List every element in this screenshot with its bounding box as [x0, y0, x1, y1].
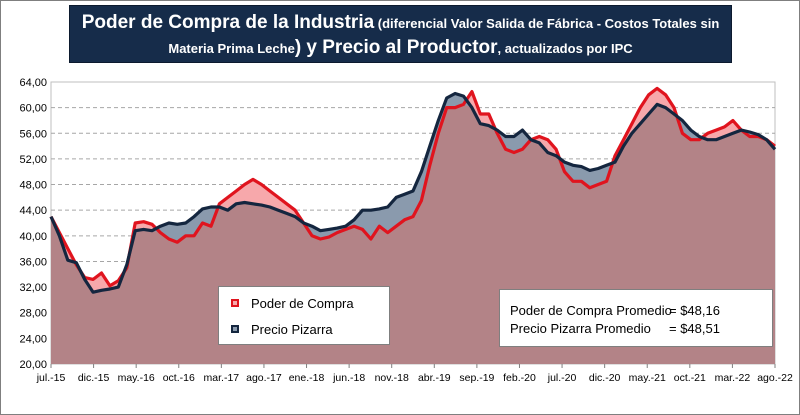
y-tick-label: 32,00 — [19, 282, 47, 294]
legend-swatch-poder — [231, 299, 239, 307]
x-tick-label: oct.-16 — [163, 372, 195, 384]
averages-box: Poder de Compra Promedio = $48,16 Precio… — [499, 289, 773, 347]
line-precio-pizarra — [49, 91, 777, 294]
x-tick-label: jul.-15 — [36, 372, 66, 384]
x-tick-label: abr.-19 — [418, 372, 451, 384]
x-tick-label: oct.-21 — [674, 372, 706, 384]
x-tick-label: nov.-18 — [375, 372, 409, 384]
x-tick-label: jun.-18 — [332, 372, 365, 384]
avg-poder-value: = $48,16 — [669, 303, 720, 318]
x-tick-label: mar.-17 — [204, 372, 240, 384]
x-tick-label: sep.-19 — [459, 372, 494, 384]
y-tick-label: 56,00 — [19, 128, 47, 140]
legend-item-pizarra: Precio Pizarra — [231, 320, 333, 338]
x-tick-label: ago.-17 — [246, 372, 282, 384]
series-lines — [49, 86, 777, 294]
avg-pizarra-label: Precio Pizarra Promedio — [510, 321, 651, 336]
x-tick-label: dic.-15 — [78, 372, 110, 384]
legend-item-poder: Poder de Compra — [231, 294, 354, 312]
title-line2-start: Materia Prima Leche — [168, 41, 295, 56]
legend-label-pizarra: Precio Pizarra — [251, 321, 333, 337]
y-tick-label: 28,00 — [19, 308, 47, 320]
x-tick-label: may.-16 — [118, 372, 155, 384]
title-line2-bold: ) y Precio al Productor — [294, 37, 498, 58]
legend: Poder de Compra Precio Pizarra — [218, 286, 390, 345]
title-paren-part: (diferencial Valor Salida de Fábrica - C… — [374, 16, 720, 31]
y-tick-label: 48,00 — [19, 180, 47, 192]
title-line2-rest: , actualizados por IPC — [497, 41, 633, 56]
y-tick-label: 44,00 — [19, 205, 47, 217]
legend-label-poder: Poder de Compra — [251, 295, 354, 311]
x-tick-label: may.-21 — [629, 372, 666, 384]
chart-title: Poder de Compra de la Industria (diferen… — [69, 5, 732, 63]
y-tick-label: 60,00 — [19, 103, 47, 115]
x-tick-label: mar.-22 — [715, 372, 751, 384]
title-bold-part: Poder de Compra de la Industria — [81, 12, 375, 33]
legend-swatch-pizarra — [231, 325, 239, 333]
line-poder-de-compra — [49, 86, 776, 288]
y-tick-label: 40,00 — [19, 231, 47, 243]
y-axis-ticks: 20,00 24,00 28,00 32,00 36,00 40,00 44,00 48,00… — [19, 77, 47, 371]
avg-pizarra-value: = $48,51 — [669, 321, 720, 336]
x-tick-label: jul.-20 — [547, 372, 577, 384]
y-tick-label: 24,00 — [19, 333, 47, 345]
y-tick-label: 52,00 — [19, 154, 47, 166]
y-tick-label: 20,00 — [19, 359, 47, 371]
x-tick-label: ene.-18 — [289, 372, 325, 384]
x-tick-label: dic.-20 — [589, 372, 621, 384]
x-tick-label: ago.-22 — [757, 372, 793, 384]
x-tick-label: feb.-20 — [503, 372, 536, 384]
x-axis-ticks: jul.-15 dic.-15 may.-16 oct.-16 mar.-17 ago.-… — [36, 364, 793, 384]
y-tick-label: 64,00 — [19, 77, 47, 89]
y-tick-label: 36,00 — [19, 256, 47, 268]
avg-poder-label: Poder de Compra Promedio — [510, 303, 672, 318]
